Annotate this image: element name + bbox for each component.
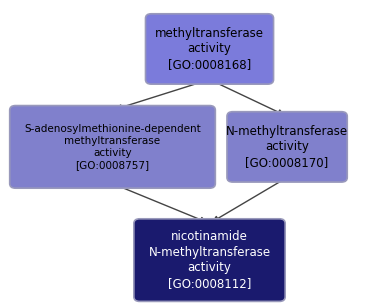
Text: N-methyltransferase
activity
[GO:0008170]: N-methyltransferase activity [GO:0008170… — [226, 125, 348, 169]
Text: nicotinamide
N-methyltransferase
activity
[GO:0008112]: nicotinamide N-methyltransferase activit… — [149, 230, 270, 290]
FancyBboxPatch shape — [227, 112, 347, 182]
Text: methyltransferase
activity
[GO:0008168]: methyltransferase activity [GO:0008168] — [155, 27, 264, 71]
FancyBboxPatch shape — [10, 106, 215, 188]
FancyBboxPatch shape — [146, 14, 274, 84]
Text: S-adenosylmethionine-dependent
methyltransferase
activity
[GO:0008757]: S-adenosylmethionine-dependent methyltra… — [24, 124, 201, 170]
FancyBboxPatch shape — [134, 219, 285, 301]
